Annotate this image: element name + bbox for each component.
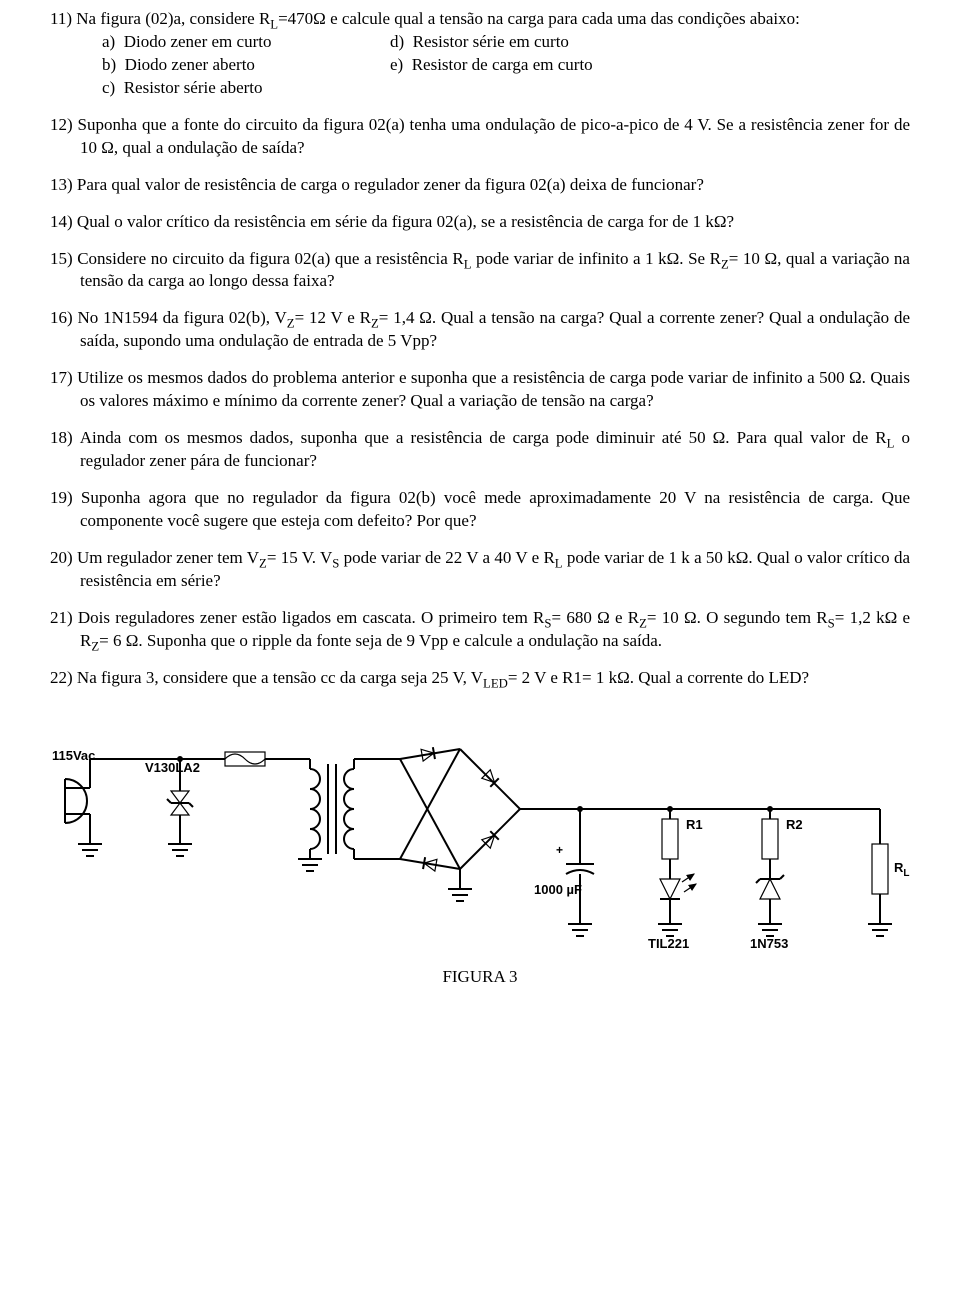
q20-p3: pode variar de 22 V a 40 V e R bbox=[339, 548, 554, 567]
question-21: 21) Dois reguladores zener estão ligados… bbox=[50, 607, 910, 653]
q11-e: e) Resistor de carga em curto bbox=[390, 54, 593, 77]
q20-sub1: Z bbox=[259, 556, 267, 570]
rl-branch bbox=[868, 809, 892, 936]
q16-sub2: Z bbox=[371, 317, 379, 331]
q11-stem: 11) Na figura (02)a, considere RL=470Ω e… bbox=[50, 8, 910, 31]
q11-col-2: d) Resistor série em curto e) Resistor d… bbox=[390, 31, 593, 100]
q16-p1: 16) No 1N1594 da figura 02(b), V bbox=[50, 308, 287, 327]
q15-sub2: Z bbox=[721, 257, 729, 271]
q16-sub1: Z bbox=[287, 317, 295, 331]
q22-sub1: LED bbox=[483, 676, 508, 690]
q11-text-1: 11) Na figura (02)a, considere R bbox=[50, 9, 270, 28]
q21-sub3: S bbox=[828, 616, 835, 630]
q11-text-2: =470Ω e calcule qual a tensão na carga p… bbox=[278, 9, 800, 28]
q20-p2: = 15 V. V bbox=[267, 548, 332, 567]
q21-sub2: Z bbox=[639, 616, 647, 630]
label-r1: R1 bbox=[686, 817, 703, 832]
question-17: 17) Utilize os mesmos dados do problema … bbox=[50, 367, 910, 413]
circuit-svg: 115Vac bbox=[50, 704, 910, 964]
question-16: 16) No 1N1594 da figura 02(b), VZ= 12 V … bbox=[50, 307, 910, 353]
q21-p1: 21) Dois reguladores zener estão ligados… bbox=[50, 608, 544, 627]
question-12: 12) Suponha que a fonte do circuito da f… bbox=[50, 114, 910, 160]
q20-sub3: L bbox=[555, 556, 563, 570]
figure-3: 115Vac bbox=[50, 704, 910, 994]
label-115vac: 115Vac bbox=[52, 748, 95, 763]
label-rl: RL bbox=[894, 860, 910, 879]
q21-p5: = 6 Ω. Suponha que o ripple da fonte sej… bbox=[99, 631, 662, 650]
label-led: TIL221 bbox=[648, 936, 689, 951]
fuse-icon bbox=[210, 752, 290, 766]
q11-b: b) Diodo zener aberto bbox=[102, 54, 390, 77]
q22-p2: = 2 V e R1= 1 kΩ. Qual a corrente do LED… bbox=[508, 668, 809, 687]
capacitor-icon bbox=[566, 809, 594, 936]
q11-d: d) Resistor série em curto bbox=[390, 31, 593, 54]
q11-a: a) Diodo zener em curto bbox=[102, 31, 390, 54]
page: 11) Na figura (02)a, considere RL=470Ω e… bbox=[0, 0, 960, 1310]
q11-sub: L bbox=[270, 17, 278, 31]
q16-p2: = 12 V e R bbox=[295, 308, 371, 327]
label-zener: 1N753 bbox=[750, 936, 788, 951]
q21-sub4: Z bbox=[91, 639, 99, 653]
q22-p1: 22) Na figura 3, considere que a tensão … bbox=[50, 668, 483, 687]
question-20: 20) Um regulador zener tem VZ= 15 V. VS … bbox=[50, 547, 910, 593]
question-15: 15) Considere no circuito da figura 02(a… bbox=[50, 248, 910, 294]
q21-p2: = 680 Ω e R bbox=[551, 608, 639, 627]
q11-col-1: a) Diodo zener em curto b) Diodo zener a… bbox=[50, 31, 390, 100]
transformer-icon bbox=[290, 759, 400, 871]
question-14: 14) Qual o valor crítico da resistência … bbox=[50, 211, 910, 234]
question-19: 19) Suponha agora que no regulador da fi… bbox=[50, 487, 910, 533]
q18-p1: 18) Ainda com os mesmos dados, suponha q… bbox=[50, 428, 887, 447]
question-11: 11) Na figura (02)a, considere RL=470Ω e… bbox=[50, 8, 910, 100]
question-22: 22) Na figura 3, considere que a tensão … bbox=[50, 667, 910, 690]
label-mov: V130LA2 bbox=[145, 760, 200, 775]
q11-c: c) Resistor série aberto bbox=[102, 77, 390, 100]
q21-p3: = 10 Ω. O segundo tem R bbox=[647, 608, 828, 627]
r2-branch bbox=[756, 809, 784, 936]
bridge-rectifier-icon bbox=[400, 747, 550, 901]
label-cap-val: 1000 µF bbox=[534, 882, 582, 897]
question-13: 13) Para qual valor de resistência de ca… bbox=[50, 174, 910, 197]
label-r2: R2 bbox=[786, 817, 803, 832]
q20-p1: 20) Um regulador zener tem V bbox=[50, 548, 259, 567]
label-cap-plus: + bbox=[556, 843, 563, 857]
q15-p2: pode variar de infinito a 1 kΩ. Se R bbox=[471, 249, 721, 268]
question-18: 18) Ainda com os mesmos dados, suponha q… bbox=[50, 427, 910, 473]
q11-alternatives: a) Diodo zener em curto b) Diodo zener a… bbox=[50, 31, 910, 100]
figure-3-caption: FIGURA 3 bbox=[50, 966, 910, 989]
q15-p1: 15) Considere no circuito da figura 02(a… bbox=[50, 249, 464, 268]
